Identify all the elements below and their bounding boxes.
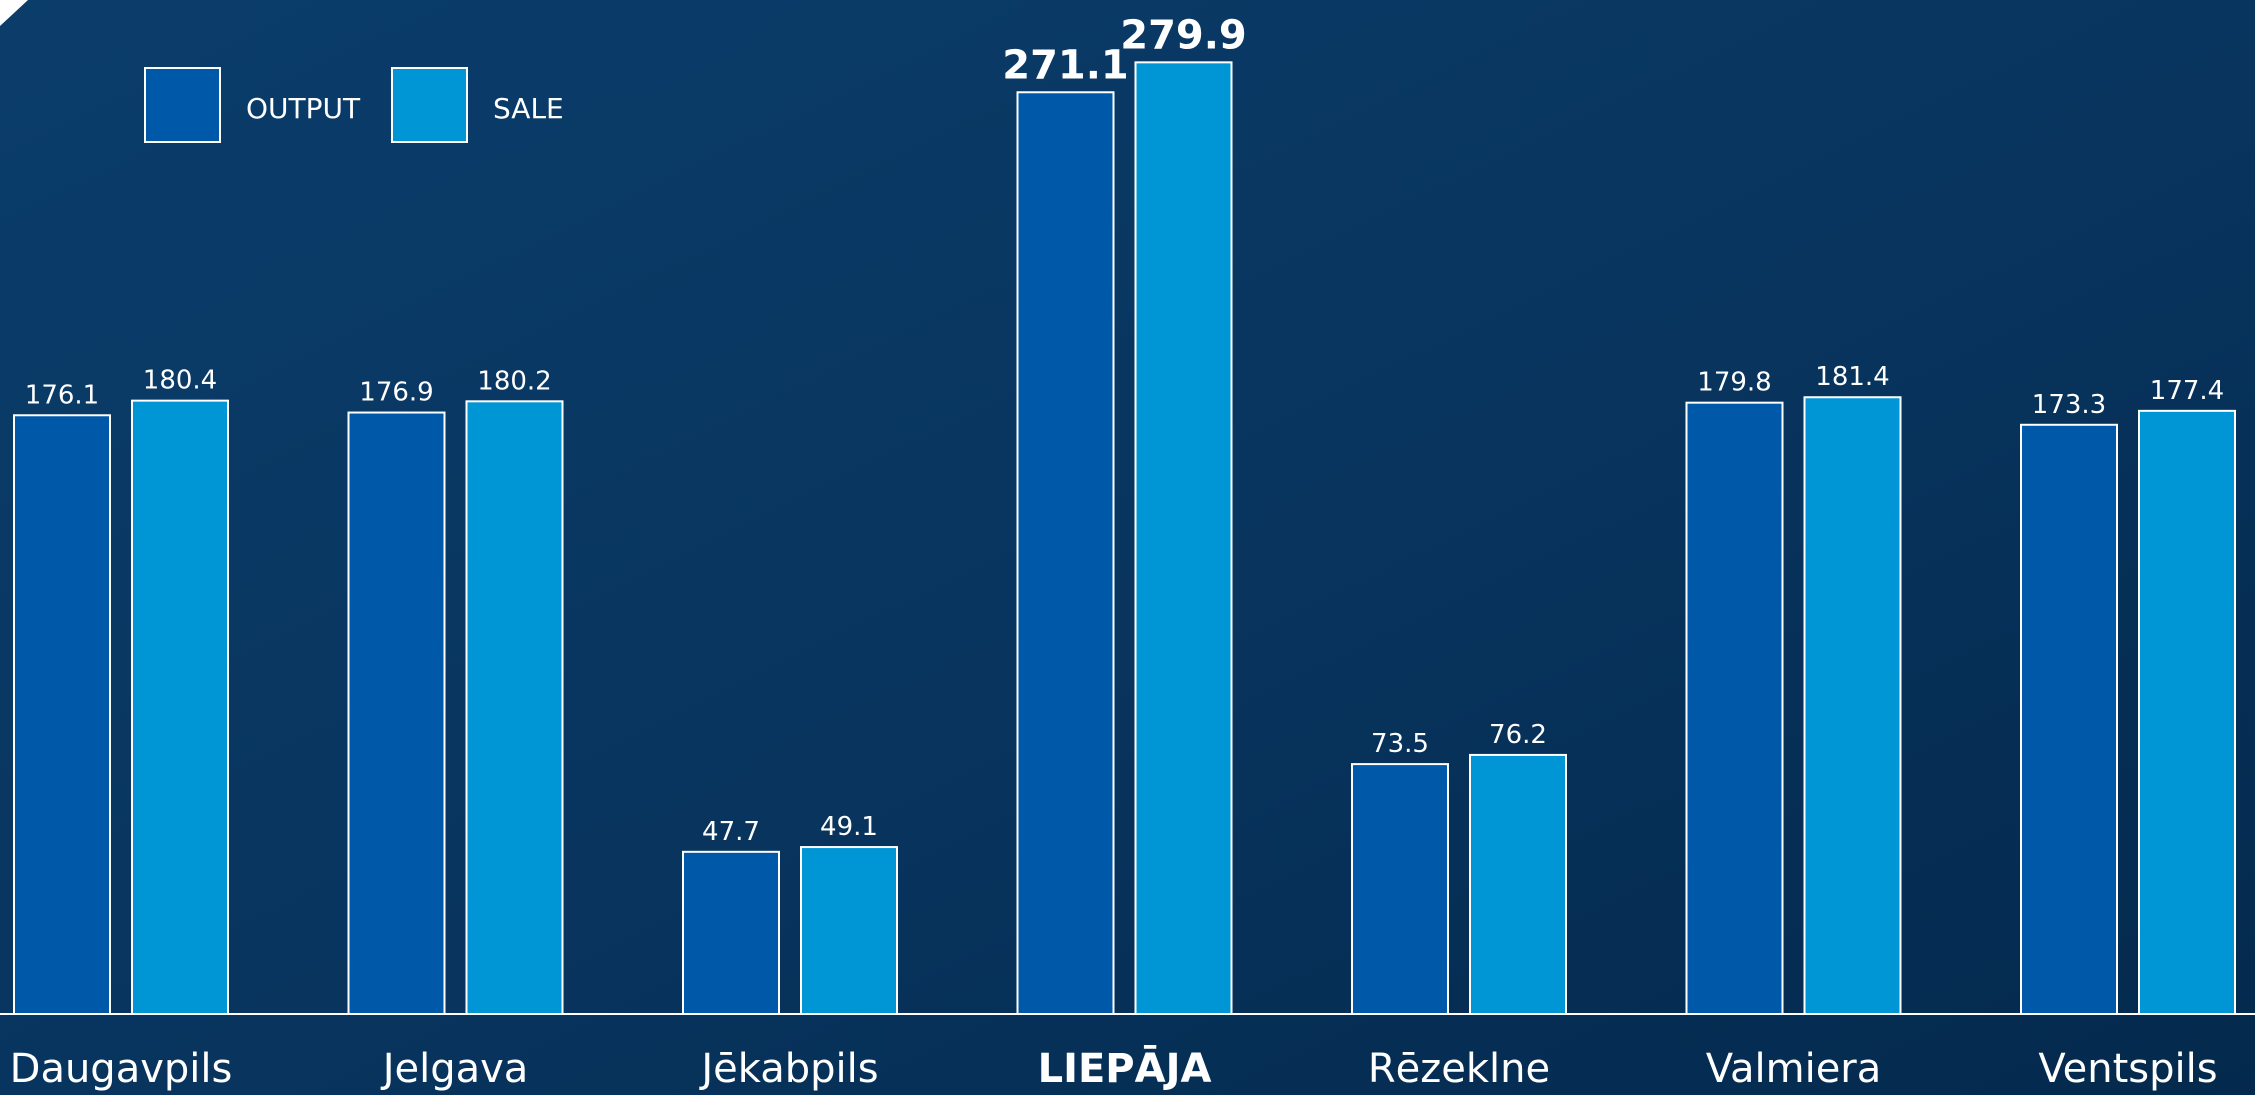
value-label: 177.4: [2150, 376, 2224, 406]
value-label: 176.1: [25, 380, 99, 410]
bar: [1470, 755, 1566, 1014]
x-tick-label: Daugavpils: [10, 1046, 233, 1092]
x-tick-label: Valmiera: [1706, 1046, 1882, 1092]
bar: [1687, 403, 1783, 1014]
value-label: 179.8: [1697, 368, 1771, 398]
legend-swatch: [392, 68, 467, 142]
x-tick-label: Rēzeklne: [1368, 1046, 1550, 1092]
bar: [2021, 425, 2117, 1014]
bar: [1352, 764, 1448, 1014]
bar: [683, 852, 779, 1014]
value-label: 180.2: [477, 366, 551, 396]
value-label: 271.1: [1002, 42, 1129, 88]
legend-swatch: [145, 68, 220, 142]
bar: [1805, 397, 1901, 1014]
value-label: 49.1: [820, 812, 878, 842]
bar: [801, 847, 897, 1014]
bar: [349, 413, 445, 1014]
x-tick-label: LIEPĀJA: [1038, 1044, 1212, 1092]
value-label: 47.7: [702, 817, 760, 847]
bar: [14, 415, 110, 1014]
bar: [1136, 62, 1232, 1014]
x-tick-label: Jēkabpils: [698, 1046, 878, 1092]
legend-label: OUTPUT: [246, 92, 361, 125]
value-label: 76.2: [1489, 720, 1547, 750]
value-label: 279.9: [1120, 12, 1247, 58]
x-tick-label: Ventspils: [2038, 1046, 2217, 1092]
value-label: 180.4: [143, 366, 217, 396]
x-tick-label: Jelgava: [380, 1046, 529, 1092]
chart: OUTPUT SALE 176.1 180.4 Daugavpils 176.9 180.2…: [0, 0, 2255, 1095]
value-label: 181.4: [1815, 362, 1889, 392]
bar: [2139, 411, 2235, 1014]
bar: [1018, 92, 1114, 1014]
value-label: 176.9: [359, 378, 433, 408]
bar: [132, 401, 228, 1014]
bar: [467, 401, 563, 1014]
background: [0, 0, 2255, 1095]
value-label: 73.5: [1371, 729, 1429, 759]
value-label: 173.3: [2032, 390, 2106, 420]
legend-label: SALE: [493, 92, 564, 125]
